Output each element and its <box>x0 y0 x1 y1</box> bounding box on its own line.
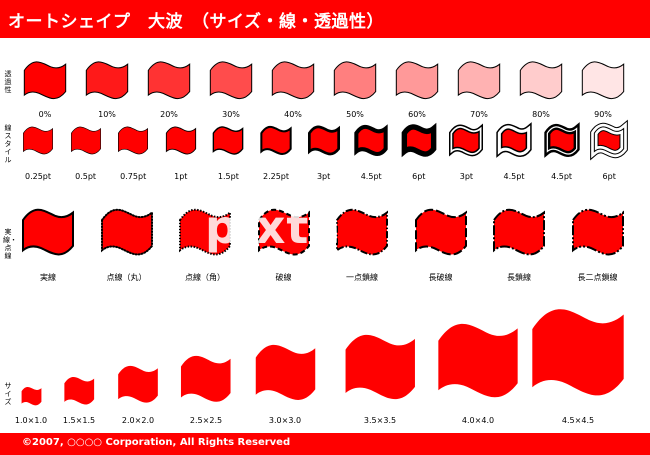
line-style-shape <box>354 124 388 158</box>
size-shape <box>118 365 158 403</box>
transparency-shape <box>393 58 441 104</box>
dash-style-shape <box>412 205 470 261</box>
dash-style-label: 長鎖線 <box>507 273 531 282</box>
copyright-text: ©2007, ○○○○ Corporation, All Rights Rese… <box>22 437 291 448</box>
line-style-shape <box>164 124 198 158</box>
size-shape <box>438 323 518 398</box>
dash-style-label: 長二点鎖線 <box>577 273 618 282</box>
size-label: 4.5×4.5 <box>561 416 595 425</box>
line-style-label: 4.5pt <box>551 172 573 181</box>
line-style-label: 6pt <box>412 172 426 181</box>
row-label-line-style: 線スタイル <box>4 124 12 164</box>
transparency-label: 0% <box>38 110 52 119</box>
size-label: 3.0×3.0 <box>268 416 302 425</box>
line-style-shape <box>21 124 55 158</box>
transparency-shape <box>83 58 131 104</box>
dash-style-shape <box>255 205 313 261</box>
transparency-shape <box>517 58 565 104</box>
dash-style-label: 点線（丸） <box>106 273 147 282</box>
size-label: 2.0×2.0 <box>121 416 155 425</box>
dash-style-label: 点線（角） <box>185 273 225 282</box>
line-style-shape <box>449 124 483 158</box>
row-label-transparency: 透過性 <box>4 70 12 94</box>
line-style-label: 3pt <box>316 172 331 181</box>
transparency-label: 10% <box>98 110 116 119</box>
line-style-label: 0.75pt <box>120 172 147 181</box>
line-style-label: 4.5pt <box>360 172 382 181</box>
watermark: pixta <box>205 200 342 254</box>
transparency-shape <box>269 58 317 104</box>
line-style-shape <box>69 124 103 158</box>
footer-bar: ©2007, ○○○○ Corporation, All Rights Rese… <box>0 433 650 455</box>
dash-style-shape <box>176 205 234 261</box>
line-style-label: 0.5pt <box>75 172 97 181</box>
transparency-shape <box>455 58 503 104</box>
dash-style-label: 破線 <box>275 273 292 282</box>
line-style-shape <box>259 124 293 158</box>
transparency-shape <box>145 58 193 104</box>
line-style-shape <box>497 124 531 158</box>
transparency-label: 60% <box>408 110 426 119</box>
dash-style-label: 一点鎖線 <box>346 273 378 282</box>
transparency-label: 70% <box>470 110 488 119</box>
transparency-label: 30% <box>222 110 240 119</box>
line-style-label: 2.25pt <box>262 172 290 181</box>
size-label: 3.5×3.5 <box>363 416 397 425</box>
size-shape <box>255 344 315 400</box>
transparency-shape <box>21 58 69 104</box>
line-style-shape <box>545 124 579 158</box>
transparency-label: 80% <box>532 110 550 119</box>
dash-style-label: 実線 <box>40 273 56 282</box>
header-bar: オートシェイプ 大波 （サイズ・線・透過性） <box>0 0 650 38</box>
size-label: 2.5×2.5 <box>189 416 223 425</box>
size-shape <box>345 334 415 399</box>
size-label: 1.0×1.0 <box>14 416 48 425</box>
line-style-shape <box>211 124 245 158</box>
line-style-shape <box>402 124 436 158</box>
size-shape <box>21 386 41 406</box>
transparency-shape <box>331 58 379 104</box>
transparency-shape <box>579 58 627 104</box>
line-style-label: 6pt <box>602 172 616 181</box>
size-shape <box>64 376 94 404</box>
dash-style-shape <box>490 205 548 261</box>
transparency-shape <box>207 58 255 104</box>
dash-style-shape <box>333 205 391 261</box>
size-shape <box>181 355 231 402</box>
line-style-label: 0.25pt <box>24 172 52 181</box>
line-style-label: 3pt <box>459 172 474 181</box>
transparency-label: 20% <box>160 110 178 119</box>
size-label: 1.5×1.5 <box>62 416 96 425</box>
transparency-label: 90% <box>594 110 612 119</box>
dash-style-shape <box>569 205 627 261</box>
line-style-label: 4.5pt <box>503 172 525 181</box>
line-style-shape <box>307 124 341 158</box>
page-title: オートシェイプ 大波 （サイズ・線・透過性） <box>8 12 384 32</box>
row-label-dash: 実線・点線 <box>3 228 17 260</box>
dash-style-label: 長破線 <box>428 273 453 282</box>
line-style-label: 1pt <box>174 172 188 181</box>
transparency-label: 40% <box>284 110 302 119</box>
line-style-label: 1.5pt <box>217 172 239 181</box>
transparency-label: 50% <box>346 110 364 119</box>
line-style-shape <box>116 124 150 158</box>
dash-style-shape <box>19 205 77 261</box>
size-shape <box>532 309 624 396</box>
line-style-shape <box>592 124 626 158</box>
row-label-size: サイズ <box>4 382 12 406</box>
dash-style-shape <box>98 205 156 261</box>
size-label: 4.0×4.0 <box>461 416 495 425</box>
